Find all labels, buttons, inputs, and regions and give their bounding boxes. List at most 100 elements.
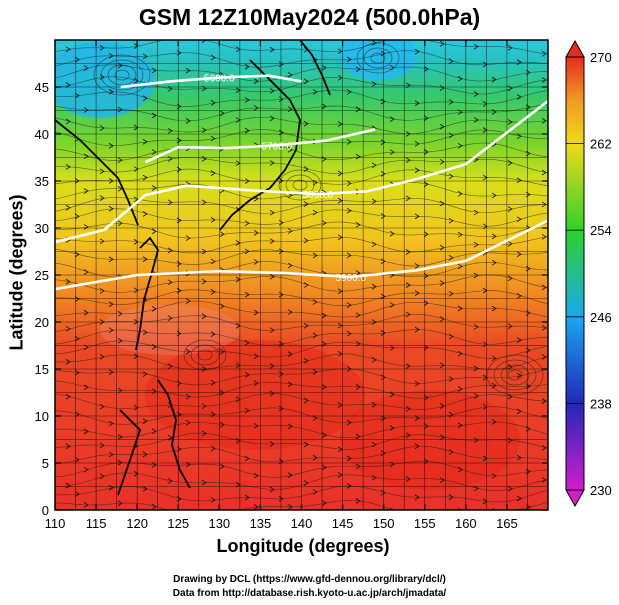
- wind-arrowhead: [516, 59, 522, 65]
- wind-arrowhead: [269, 486, 275, 493]
- wind-arrowhead: [269, 115, 275, 122]
- wind-arrowhead: [346, 207, 352, 214]
- wind-arrowhead: [355, 221, 361, 228]
- streamline: [55, 421, 548, 439]
- wind-arrowhead: [507, 44, 513, 51]
- wind-arrowhead: [253, 422, 259, 429]
- wind-arrowhead: [380, 450, 386, 457]
- wind-arrowhead: [516, 216, 522, 223]
- wind-arrowhead: [117, 500, 123, 507]
- wind-arrowhead: [321, 384, 327, 390]
- wind-arrowhead: [278, 291, 284, 298]
- wind-arrowhead: [448, 290, 454, 297]
- wind-arrowhead: [167, 279, 173, 286]
- wind-arrowhead: [371, 241, 377, 248]
- wind-arrowhead: [210, 497, 216, 503]
- wind-arrowhead: [389, 230, 395, 237]
- wind-arrowhead: [151, 462, 157, 468]
- wind-arrowhead: [541, 444, 547, 451]
- x-tick-label: 140: [291, 516, 313, 531]
- wind-arrowhead: [312, 252, 318, 259]
- wind-arrowhead: [414, 290, 420, 296]
- wind-arrowhead: [389, 507, 395, 510]
- streamline: [55, 393, 548, 410]
- wind-arrowhead: [457, 75, 463, 82]
- wind-arrowhead: [380, 50, 386, 57]
- wind-arrowhead: [65, 443, 71, 450]
- wind-arrowhead: [457, 305, 463, 312]
- vortex-ring: [197, 349, 213, 361]
- wind-arrowhead: [74, 213, 80, 220]
- wind-arrowhead: [423, 181, 429, 188]
- wind-arrowhead: [74, 92, 80, 99]
- wind-arrowhead: [423, 394, 429, 401]
- wind-arrowhead: [507, 323, 513, 330]
- colorbar-tick-label: 238: [590, 396, 612, 411]
- wind-arrowhead: [371, 81, 377, 87]
- wind-arrowhead: [482, 404, 488, 410]
- wind-arrowhead: [244, 494, 250, 501]
- wind-arrowhead: [423, 115, 429, 121]
- wind-arrowhead: [151, 112, 157, 119]
- wind-arrowhead: [244, 371, 250, 378]
- wind-arrowhead: [414, 494, 420, 501]
- wind-arrowhead: [507, 85, 513, 92]
- wind-arrowhead: [380, 171, 386, 177]
- wind-arrowhead: [355, 312, 361, 319]
- credit-data: Data from http://database.rish.kyoto-u.a…: [172, 588, 447, 599]
- wind-arrowhead: [423, 273, 429, 279]
- x-tick-label: 150: [373, 516, 395, 531]
- wind-arrowhead: [278, 219, 284, 226]
- wind-arrowhead: [541, 117, 547, 124]
- wind-arrowhead: [337, 121, 343, 127]
- wind-arrowhead: [541, 169, 547, 176]
- wind-arrowhead: [355, 463, 361, 470]
- x-tick-label: 145: [332, 516, 354, 531]
- wind-arrowhead: [99, 442, 105, 449]
- wind-arrowhead: [389, 461, 395, 468]
- wind-arrowhead: [405, 157, 411, 164]
- wind-arrowhead: [457, 466, 463, 473]
- wind-arrowhead: [541, 284, 547, 291]
- wind-arrowhead: [516, 454, 522, 461]
- wind-arrowhead: [151, 428, 157, 435]
- y-axis-ticks: 0 5 10 15 20 25 30 35 40 45: [35, 80, 548, 518]
- wind-arrowhead: [210, 100, 216, 106]
- wind-arrowhead: [507, 437, 513, 444]
- wind-arrowhead: [133, 77, 139, 84]
- streamline: [55, 406, 548, 425]
- wind-arrowhead: [321, 220, 327, 226]
- wind-arrowhead: [380, 489, 386, 496]
- colorbar-ticks: 230 238 246 254 262 270: [566, 50, 612, 498]
- wind-arrowhead: [303, 441, 309, 448]
- wind-arrowhead: [133, 470, 139, 477]
- wind-arrowhead: [269, 46, 275, 53]
- wind-arrowhead: [321, 432, 327, 438]
- vortex-ring: [183, 339, 227, 371]
- wind-arrowhead: [439, 280, 445, 286]
- wind-arrowhead: [244, 339, 250, 346]
- wind-arrowhead: [337, 322, 343, 329]
- wind-arrowhead: [133, 124, 139, 131]
- wind-arrowhead: [253, 105, 259, 111]
- coastlines: [55, 40, 331, 496]
- warm-patch-2: [340, 390, 520, 490]
- wind-arrowhead: [185, 298, 191, 304]
- wind-arrowhead: [117, 62, 123, 69]
- x-tick-label: 130: [208, 516, 230, 531]
- wind-arrowhead: [414, 263, 420, 269]
- wind-arrowhead: [346, 455, 352, 462]
- wind-arrowhead: [269, 160, 275, 166]
- coastline-segment: [55, 119, 139, 226]
- wind-arrowhead: [253, 472, 259, 479]
- wind-arrowhead: [389, 149, 395, 156]
- wind-arrowhead: [439, 41, 445, 47]
- wind-arrowhead: [482, 498, 488, 505]
- wind-arrowhead: [491, 233, 497, 240]
- wind-arrowhead: [439, 159, 445, 165]
- wind-arrowhead: [312, 415, 318, 421]
- x-tick-label: 125: [167, 516, 189, 531]
- pale-patch-1: [100, 305, 240, 355]
- wind-arrowhead: [423, 300, 429, 306]
- wind-arrowhead: [151, 306, 157, 312]
